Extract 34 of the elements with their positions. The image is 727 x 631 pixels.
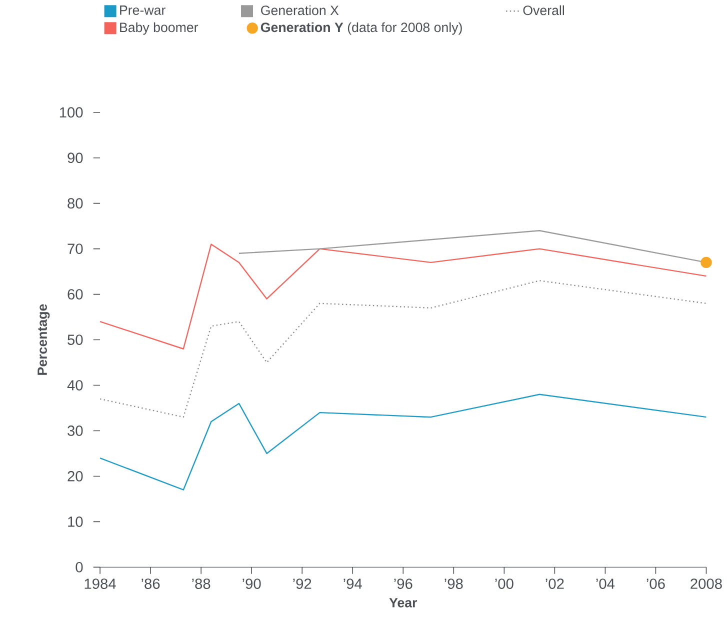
legend-label: Baby boomer — [120, 22, 198, 35]
x-tick-label: ’94 — [344, 578, 362, 589]
y-tick-label: 20 — [68, 470, 83, 482]
y-tick-label: 90 — [68, 152, 83, 163]
x-tick-label: ’88 — [192, 578, 210, 589]
x-tick-label: ’86 — [142, 578, 160, 589]
x-tick-label: ’90 — [242, 578, 261, 589]
legend-label: Generation Y (data for 2008 only) — [260, 22, 462, 35]
y-tick-label: 70 — [68, 244, 83, 254]
y-tick-label: 40 — [67, 380, 83, 390]
y-tick-label: 100 — [60, 107, 83, 118]
x-tick-label: ’02 — [546, 578, 564, 589]
y-tick-label: 80 — [68, 198, 83, 208]
x-tick-label: 2008 — [690, 578, 722, 589]
x-tick-label: ’98 — [444, 578, 463, 589]
y-axis-title: Percentage — [38, 304, 50, 375]
y-tick-label: 0 — [76, 562, 83, 572]
x-tick-label: ’00 — [495, 578, 514, 589]
legend-label: Overall — [523, 5, 564, 16]
legend-label: Pre-war — [120, 5, 166, 15]
y-tick-label: 50 — [68, 334, 83, 345]
line-series — [99, 244, 707, 350]
y-tick-label: 30 — [68, 425, 83, 436]
x-tick-label: 1984 — [84, 578, 116, 589]
x-tick-label: ’04 — [596, 578, 615, 589]
x-tick-label: ’92 — [293, 578, 312, 589]
x-tick-label: ’96 — [394, 578, 412, 589]
line-series — [99, 394, 707, 490]
legend-label: Generation X — [261, 5, 339, 16]
x-tick-label: ’06 — [646, 578, 665, 589]
y-tick-label: 10 — [68, 516, 83, 527]
x-axis-title: Year — [389, 598, 418, 608]
y-tick-label: 60 — [68, 289, 83, 300]
line-series — [99, 280, 707, 418]
